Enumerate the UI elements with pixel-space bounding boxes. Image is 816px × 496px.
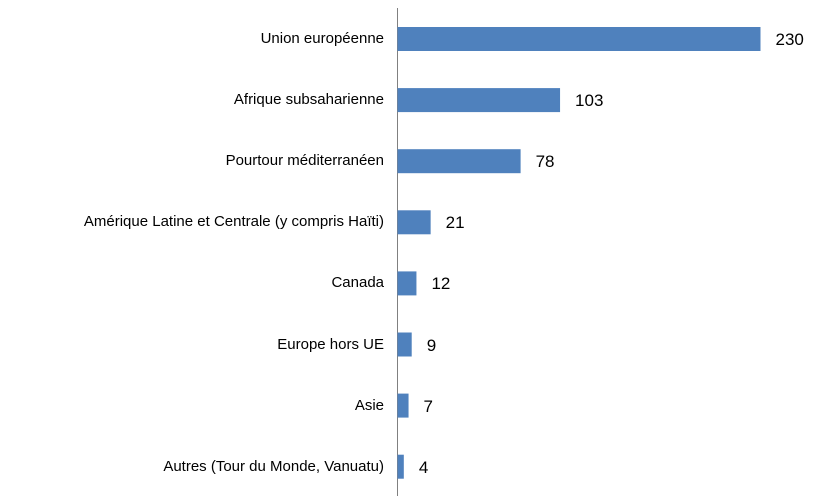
category-label: Union européenne xyxy=(260,30,384,47)
bar xyxy=(397,88,561,113)
value-label: 4 xyxy=(418,457,429,477)
value-label: 78 xyxy=(535,152,555,172)
category-label: Autres (Tour du Monde, Vanuatu) xyxy=(163,457,384,475)
value-label: 9 xyxy=(426,335,437,355)
category-label: Pourtour méditerranéen xyxy=(225,152,384,170)
category-label: Europe hors UE xyxy=(277,335,384,353)
bar xyxy=(397,271,417,296)
bar xyxy=(397,332,412,357)
value-label: 21 xyxy=(445,213,465,233)
bar xyxy=(397,454,404,479)
value-label: 103 xyxy=(575,91,604,111)
bar xyxy=(397,149,521,174)
bar xyxy=(397,393,409,418)
category-label: Canada xyxy=(331,274,384,292)
category-label: Afrique subsaharienne xyxy=(233,91,384,109)
value-label: 7 xyxy=(423,396,434,416)
bar xyxy=(397,210,431,235)
value-label: 230 xyxy=(775,30,804,49)
category-label: Amérique Latine et Centrale (y compris H… xyxy=(83,213,384,231)
category-label: Asie xyxy=(354,396,384,414)
bar xyxy=(397,27,761,51)
value-label: 12 xyxy=(431,274,451,294)
